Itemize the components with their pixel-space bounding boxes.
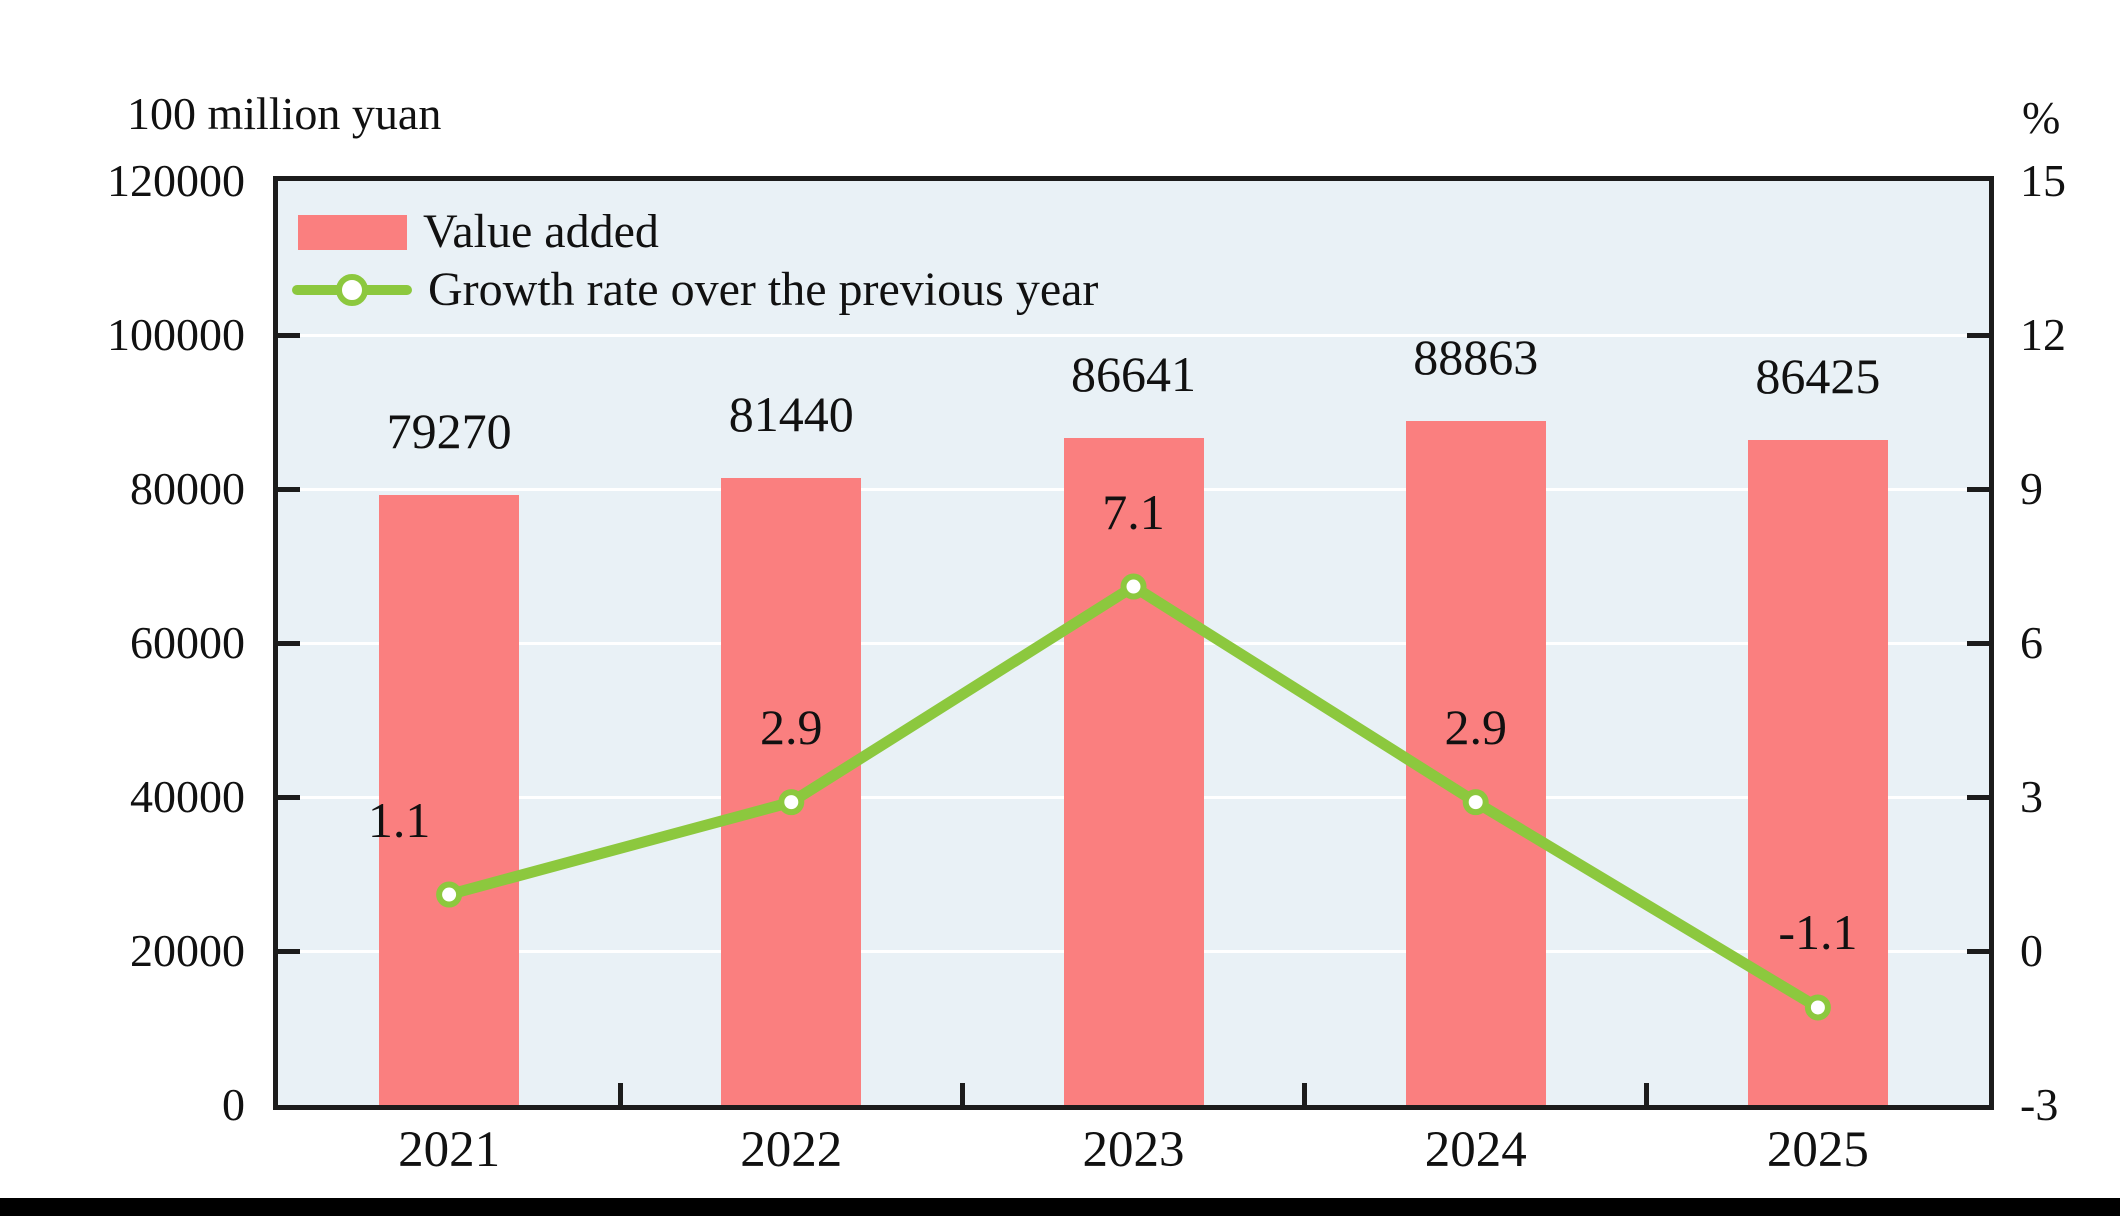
bar-2021	[379, 494, 520, 1105]
legend-label-growth-rate: Growth rate over the previous year	[428, 263, 1099, 316]
growth-marker	[1120, 573, 1147, 600]
growth-value-label: -1.1	[1778, 904, 1858, 961]
y-axis-tick-right	[1967, 640, 1989, 646]
gridline	[278, 333, 1989, 337]
growth-marker	[436, 881, 463, 908]
x-axis-tick	[617, 1083, 623, 1105]
y-axis-tick-left	[278, 794, 300, 800]
right-axis-title: %	[2022, 92, 2061, 143]
y-axis-label-left: 80000	[130, 463, 245, 514]
y-axis-tick-left	[278, 640, 300, 646]
y-axis-tick-left	[278, 486, 300, 492]
bar-value-label: 86425	[1755, 347, 1881, 404]
bar-value-label: 79270	[386, 402, 512, 459]
x-axis-tick	[1644, 1083, 1650, 1105]
growth-marker	[1804, 994, 1831, 1021]
plot-area: Value added Growth rate over the previou…	[278, 181, 1989, 1105]
growth-marker	[778, 789, 805, 816]
y-axis-label-left: 120000	[107, 155, 245, 206]
legend-bar-swatch-icon	[298, 214, 407, 250]
legend-line-marker-icon	[292, 274, 412, 306]
growth-value-label: 2.9	[1444, 699, 1507, 756]
legend: Value added Growth rate over the previou…	[292, 203, 1098, 319]
y-axis-label-right: 0	[2020, 925, 2043, 976]
bar-2024	[1405, 420, 1546, 1105]
y-axis-label-right: 9	[2020, 463, 2043, 514]
growth-line-layer	[436, 573, 1831, 1021]
legend-circle-marker-icon	[336, 274, 368, 306]
y-axis-label-left: 0	[222, 1079, 245, 1130]
y-axis-tick-right	[1967, 486, 1989, 492]
left-axis-title: 100 million yuan	[127, 88, 442, 139]
x-axis-tick	[959, 1083, 965, 1105]
y-axis-label-left: 60000	[130, 617, 245, 668]
bar-value-label: 81440	[728, 385, 854, 442]
growth-value-label: 7.1	[1102, 483, 1165, 540]
bar-2025	[1747, 439, 1888, 1105]
x-axis-label: 2025	[1766, 1122, 1869, 1178]
legend-item-growth-rate: Growth rate over the previous year	[292, 261, 1098, 319]
bar-value-label: 86641	[1071, 345, 1196, 402]
x-axis-label: 2022	[740, 1122, 843, 1178]
y-axis-label-right: 15	[2020, 155, 2066, 206]
y-axis-label-left: 40000	[130, 771, 245, 822]
x-axis-tick	[1302, 1083, 1308, 1105]
y-axis-tick-right	[1967, 948, 1989, 954]
y-axis-label-right: -3	[2020, 1079, 2059, 1130]
legend-label-value-added: Value added	[423, 205, 659, 258]
y-axis-label-left: 20000	[130, 925, 245, 976]
growth-line	[443, 581, 1824, 1013]
x-axis-label: 2021	[398, 1122, 501, 1178]
growth-marker	[1462, 789, 1489, 816]
bottom-black-bar	[0, 1198, 2120, 1216]
y-axis-label-left: 100000	[107, 309, 245, 360]
y-axis-tick-right	[1967, 794, 1989, 800]
y-axis-tick-left	[278, 948, 300, 954]
x-axis-label: 2023	[1082, 1122, 1185, 1178]
y-axis-label-right: 6	[2020, 617, 2043, 668]
y-axis-tick-right	[1967, 332, 1989, 338]
growth-value-label: 1.1	[367, 791, 431, 848]
bar-2023	[1063, 437, 1204, 1105]
legend-item-value-added: Value added	[292, 203, 1098, 261]
growth-value-label: 2.9	[760, 699, 823, 756]
y-axis-label-right: 12	[2020, 309, 2066, 360]
bar-value-label: 88863	[1413, 328, 1539, 385]
y-axis-tick-left	[278, 332, 300, 338]
y-axis-label-right: 3	[2020, 771, 2043, 822]
x-axis-label: 2024	[1424, 1122, 1527, 1178]
